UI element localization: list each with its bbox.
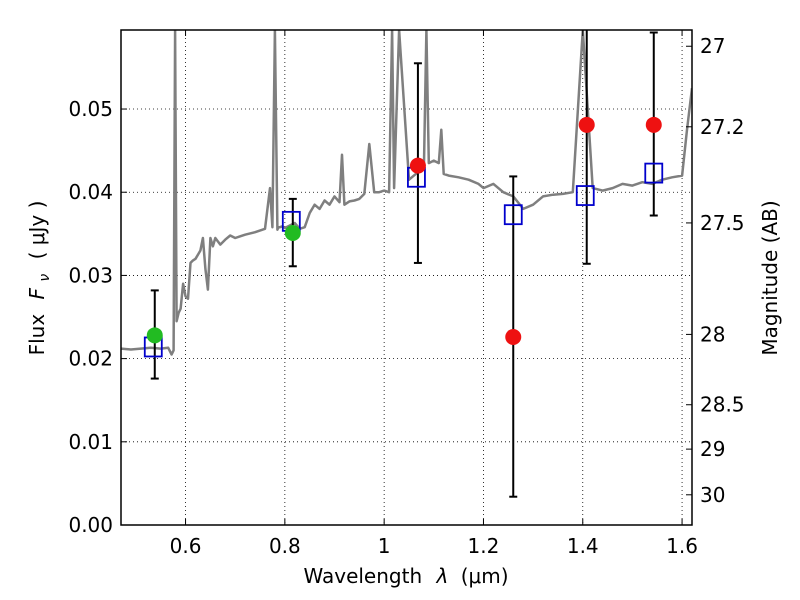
- y-axis-title-text: Flux: [25, 314, 49, 356]
- measurement-point: [645, 116, 662, 133]
- y-axis-title: Flux F ν ( μJy ): [25, 201, 54, 356]
- plot-data: [121, 30, 692, 498]
- x-axis-title-unit: (μm): [461, 564, 509, 588]
- plot-frame: [120, 29, 693, 526]
- x-tick-label: 0.6: [170, 534, 202, 558]
- y2-tick-label: 27.2: [700, 115, 745, 139]
- y2-tick-label: 28.5: [700, 393, 745, 417]
- measurement-point: [409, 157, 426, 174]
- x-tick-label: 0.8: [269, 534, 301, 558]
- y2-tick-label: 29: [700, 437, 725, 461]
- spectrum-line: [121, 30, 692, 356]
- x-tick-label: 1: [378, 534, 391, 558]
- x-tick-label: 1.2: [468, 534, 500, 558]
- y-tick-label: 0.00: [68, 513, 113, 537]
- x-axis-title: Wavelength λ (μm): [303, 564, 508, 588]
- x-axis-title-text: Wavelength: [303, 564, 422, 588]
- grid-lines: [121, 30, 692, 525]
- y2-tick-label: 27.5: [700, 211, 745, 235]
- y-tick-label: 0.04: [68, 180, 113, 204]
- y-tick-label: 0.02: [68, 347, 113, 371]
- y-axis-title-subscript: ν: [37, 274, 53, 282]
- detection-point: [284, 224, 301, 241]
- model-flux-marker: [503, 204, 523, 226]
- axis-ticks: 0.6 0.8 1 1.2 1.4 1.6 0.00 0.01 0.02 0.03 0.04 0.05…: [68, 30, 745, 558]
- y-tick-label: 0.03: [68, 263, 113, 287]
- x-axis-title-symbol: λ: [436, 564, 449, 588]
- x-tick-label: 1.6: [666, 534, 698, 558]
- model-flux-marker: [644, 162, 664, 184]
- y2-axis-title: Magnitude (AB): [758, 200, 782, 355]
- y2-tick-label: 27: [700, 34, 725, 58]
- detection-point: [146, 327, 163, 344]
- measurement-point: [578, 116, 595, 133]
- y-tick-label: 0.01: [68, 430, 113, 454]
- y-axis-title-symbol: F: [25, 287, 49, 299]
- y-tick-label: 0.05: [68, 97, 113, 121]
- measurement-point: [505, 328, 522, 345]
- y-axis-title-unit: ( μJy ): [25, 201, 49, 260]
- y2-tick-label: 28: [700, 322, 725, 346]
- x-tick-label: 1.4: [567, 534, 599, 558]
- model-flux-marker: [575, 185, 595, 206]
- y2-tick-label: 30: [700, 483, 725, 507]
